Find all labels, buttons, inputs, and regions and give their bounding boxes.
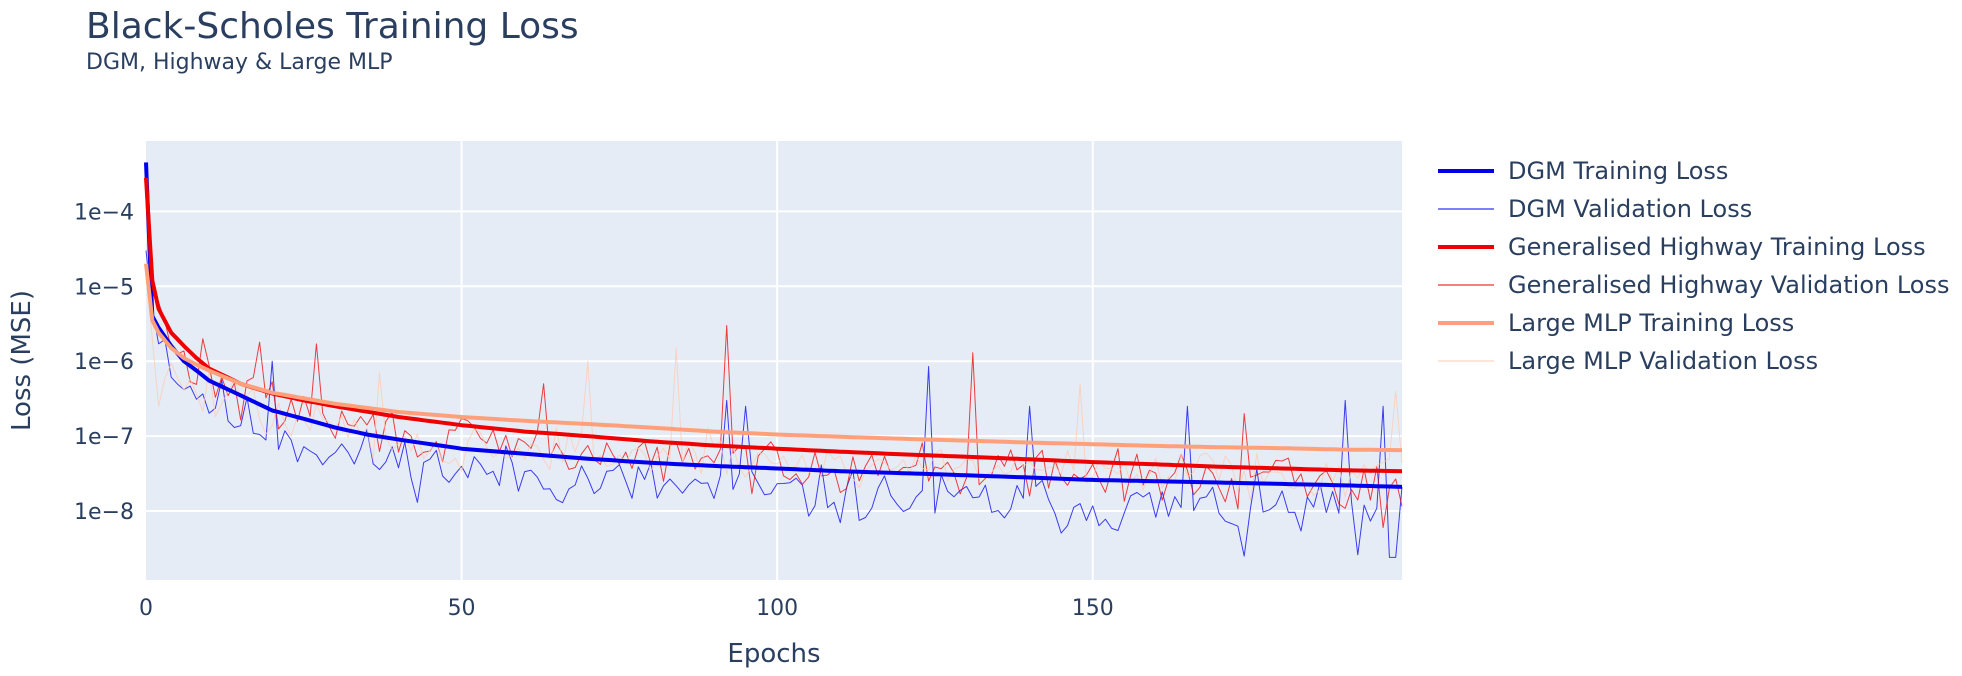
y-tick-label: 1e−6	[74, 350, 134, 375]
legend-swatch	[1436, 275, 1496, 295]
y-axis-label: Loss (MSE)	[7, 290, 37, 431]
legend-swatch	[1436, 161, 1496, 181]
legend-label: Large MLP Validation Loss	[1508, 347, 1819, 375]
legend-item[interactable]: DGM Validation Loss	[1436, 190, 1950, 228]
tick-labels: 1e−4 1e−5 1e−6 1e−7 1e−8 0 50 100 150	[74, 200, 1114, 621]
legend-swatch	[1436, 313, 1496, 333]
x-tick-label: 150	[1072, 596, 1114, 621]
chart-subtitle: DGM, Highway & Large MLP	[86, 50, 393, 75]
x-axis-label: Epochs	[727, 639, 820, 669]
legend-item[interactable]: DGM Training Loss	[1436, 152, 1950, 190]
legend-label: DGM Validation Loss	[1508, 195, 1753, 223]
y-tick-label: 1e−4	[74, 200, 134, 225]
legend-item[interactable]: Generalised Highway Training Loss	[1436, 228, 1950, 266]
legend-swatch	[1436, 351, 1496, 371]
x-tick-label: 50	[448, 596, 476, 621]
series-line-dgm-validation-loss	[145, 250, 1403, 558]
series-line-large-mlp-validation-loss	[145, 267, 1403, 502]
legend-swatch	[1436, 199, 1496, 219]
legend: DGM Training Loss DGM Validation Loss Gene…	[1436, 152, 1950, 380]
legend-item[interactable]: Generalised Highway Validation Loss	[1436, 266, 1950, 304]
x-tick-label: 100	[756, 596, 798, 621]
legend-item[interactable]: Large MLP Validation Loss	[1436, 342, 1950, 380]
series-line-generalised-highway-validation-loss	[145, 181, 1403, 529]
series-line-large-mlp-training-loss	[144, 263, 1402, 453]
legend-label: Generalised Highway Training Loss	[1508, 233, 1926, 261]
legend-item[interactable]: Large MLP Training Loss	[1436, 304, 1950, 342]
legend-label: DGM Training Loss	[1508, 157, 1729, 185]
y-tick-label: 1e−5	[74, 275, 134, 300]
y-tick-label: 1e−8	[74, 500, 134, 525]
series-line-dgm-training-loss	[144, 162, 1403, 489]
legend-label: Generalised Highway Validation Loss	[1508, 271, 1950, 299]
chart-title: Black-Scholes Training Loss	[86, 6, 579, 47]
legend-label: Large MLP Training Loss	[1508, 309, 1795, 337]
series-lines	[144, 162, 1403, 558]
x-tick-label: 0	[139, 596, 153, 621]
legend-swatch	[1436, 237, 1496, 257]
y-tick-label: 1e−7	[74, 425, 134, 450]
series-line-generalised-highway-training-loss	[144, 177, 1403, 474]
